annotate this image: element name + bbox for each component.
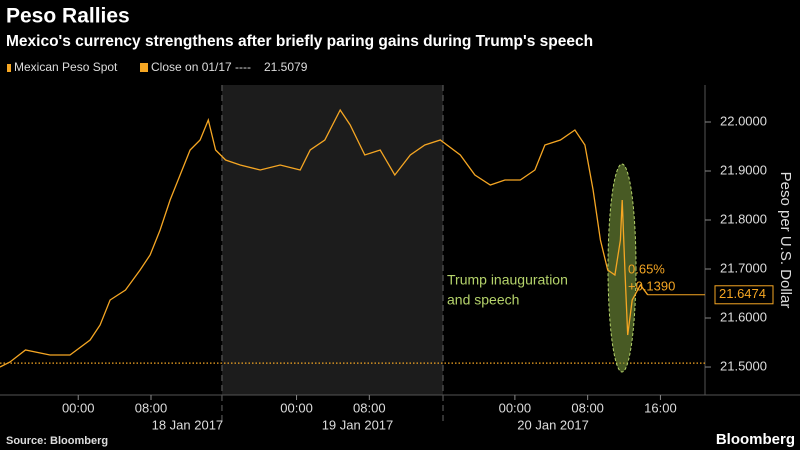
- annotation-text: Trump inauguration: [447, 272, 568, 288]
- shaded-day: [221, 85, 444, 395]
- chart-subtitle: Mexico's currency strengthens after brie…: [6, 33, 593, 50]
- x-tick-label: 00:00: [280, 400, 313, 415]
- y-tick-label: 21.8000: [720, 211, 767, 226]
- change-label: 0.65%: [628, 261, 665, 276]
- chart-title: Peso Rallies: [6, 5, 130, 28]
- date-label: 19 Jan 2017: [322, 417, 394, 432]
- price-line: [0, 108, 649, 368]
- y-tick-label: 21.6000: [720, 309, 767, 324]
- x-tick-label: 08:00: [571, 400, 604, 415]
- legend-marker: [140, 63, 148, 72]
- annotation-text: and speech: [447, 292, 519, 308]
- date-label: 20 Jan 2017: [517, 417, 589, 432]
- y-tick-label: 21.5000: [720, 358, 767, 373]
- legend-label: Close on 01/17 ----: [151, 60, 251, 74]
- x-tick-label: 00:00: [62, 400, 95, 415]
- brand: Bloomberg: [716, 431, 795, 448]
- legend-close-value: 21.5079: [264, 60, 308, 74]
- date-label: 18 Jan 2017: [152, 417, 224, 432]
- y-tick-label: 21.9000: [720, 162, 767, 177]
- x-tick-label: 16:00: [644, 400, 677, 415]
- legend-marker: [7, 64, 11, 72]
- x-tick-label: 00:00: [499, 400, 532, 415]
- legend-label: Mexican Peso Spot: [14, 60, 118, 74]
- last-value-box: [714, 285, 774, 305]
- x-tick-label: 08:00: [353, 400, 386, 415]
- y-axis-title: Peso per U.S. Dollar: [777, 172, 794, 309]
- last-value-label: 21.6474: [719, 286, 766, 301]
- y-tick-label: 22.0000: [720, 113, 767, 128]
- source: Source: Bloomberg: [6, 435, 108, 447]
- x-tick-label: 08:00: [135, 400, 168, 415]
- y-tick-label: 21.7000: [720, 260, 767, 275]
- change-label: +0.1390: [628, 278, 675, 293]
